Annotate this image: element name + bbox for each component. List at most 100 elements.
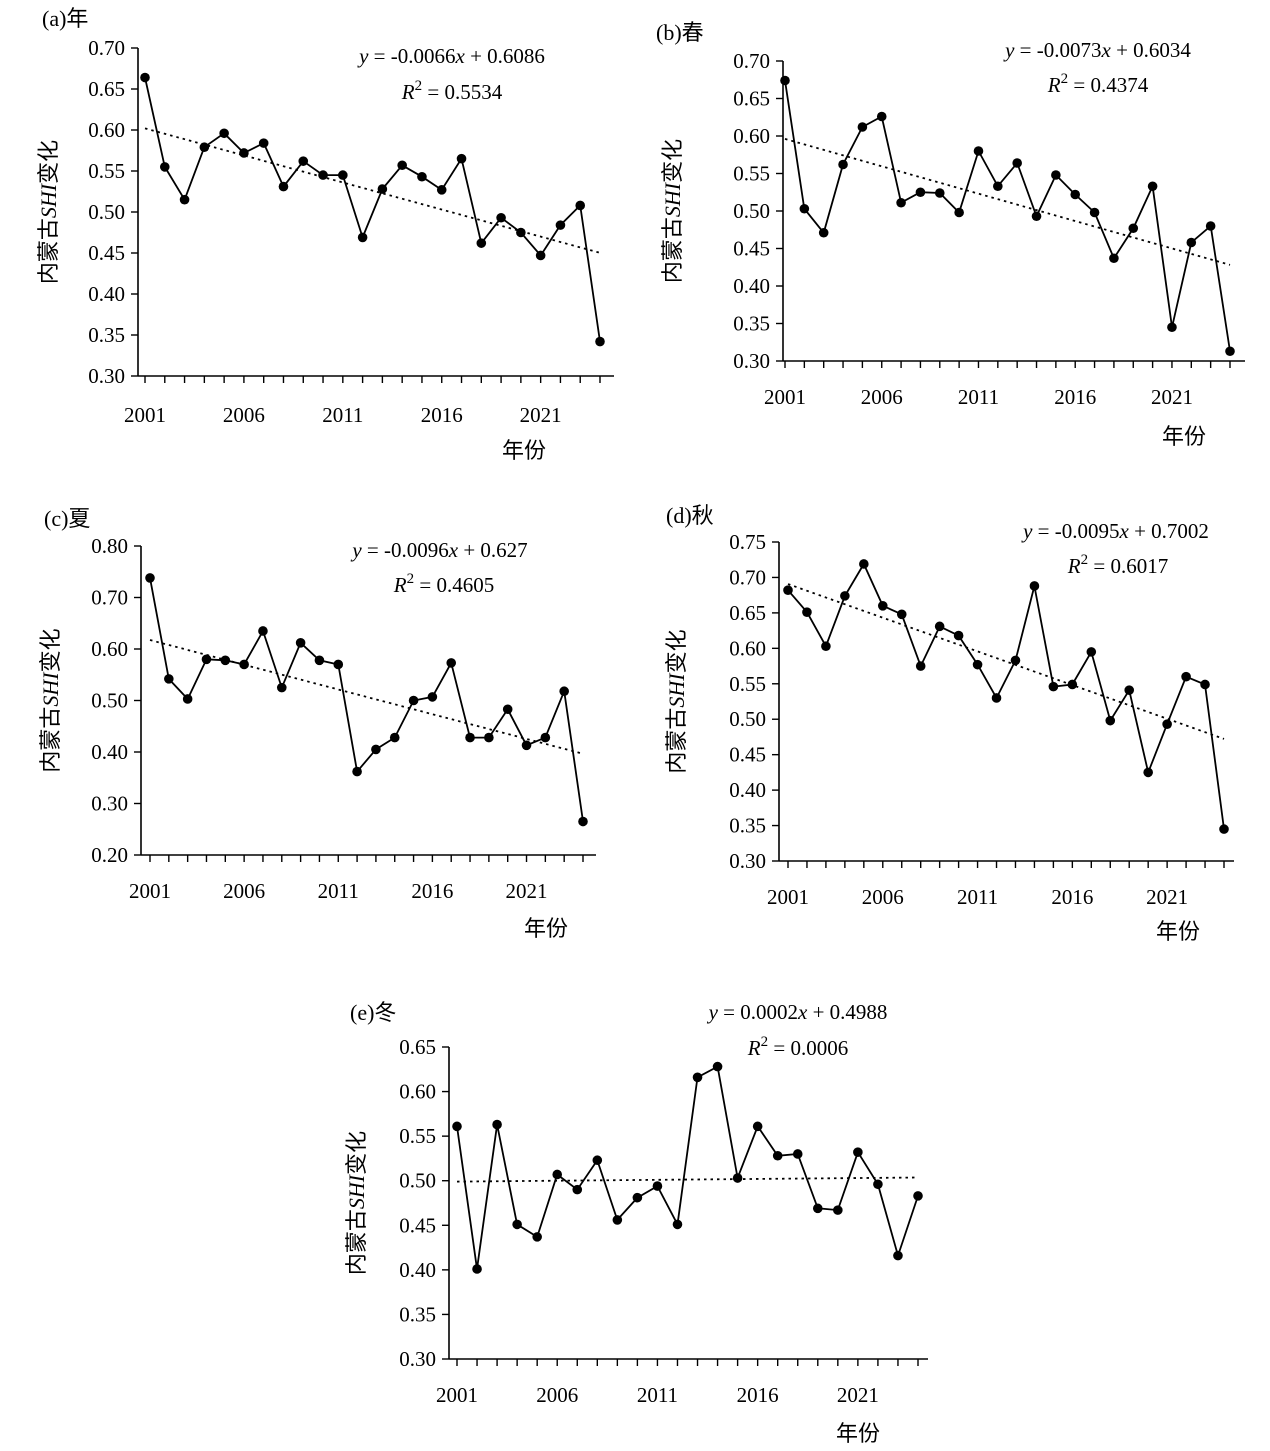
x-tick-label: 2011: [322, 403, 363, 427]
chart-panel: 0.70 0.65 0.60 0.55 0.50 0.45 0.40 0.35 0.30 2001…: [656, 20, 1245, 449]
trend-line: [787, 583, 1225, 740]
x-tick-label: 2011: [637, 1383, 678, 1407]
data-point: [991, 693, 1002, 703]
trend-line: [149, 639, 584, 755]
panel-label: (a)年: [42, 6, 88, 31]
data-point: [1181, 671, 1191, 682]
x-tick-label: 2021: [506, 879, 548, 903]
data-point: [1109, 253, 1119, 264]
data-point: [1070, 189, 1081, 200]
y-tick-label: 0.50: [88, 200, 125, 224]
data-point: [164, 674, 174, 684]
data-point: [1010, 655, 1021, 666]
data-point: [1051, 170, 1061, 180]
series-line: [149, 577, 584, 822]
y-tick-label: 0.45: [399, 1213, 436, 1237]
y-tick-label: 0.70: [733, 49, 770, 73]
data-point: [893, 1250, 903, 1261]
data-point: [552, 1169, 563, 1180]
x-tick-label: 2011: [318, 879, 359, 903]
data-point: [821, 641, 831, 652]
data-point: [408, 695, 419, 706]
data-point: [352, 766, 362, 777]
data-point: [333, 659, 344, 670]
x-tick-label: 2021: [837, 1383, 879, 1407]
data-point: [592, 1155, 603, 1166]
data-point: [833, 1205, 843, 1215]
x-tick-label: 2016: [1054, 385, 1096, 409]
trend-line: [456, 1176, 919, 1183]
y-tick-label: 0.75: [729, 530, 766, 554]
data-point: [838, 159, 848, 170]
data-point: [555, 220, 566, 230]
data-point: [298, 156, 309, 166]
y-tick-label: 0.35: [729, 814, 766, 838]
data-point: [812, 1203, 823, 1214]
data-point: [915, 661, 926, 671]
data-point: [772, 1150, 783, 1161]
data-point: [652, 1181, 663, 1191]
x-tick-label: 2001: [764, 385, 806, 409]
trend-line: [144, 127, 601, 254]
y-tick-label: 0.35: [733, 312, 770, 336]
x-axis-label: 年份: [1162, 424, 1206, 449]
data-point: [877, 601, 888, 611]
data-point: [512, 1219, 522, 1230]
data-point: [338, 170, 348, 180]
data-point: [456, 153, 467, 164]
y-tick-label: 0.40: [399, 1258, 436, 1282]
y-tick-label: 0.65: [399, 1035, 436, 1059]
y-tick-label: 0.30: [91, 792, 128, 816]
y-tick-label: 0.40: [733, 274, 770, 298]
r-squared: R2 = 0.6017: [1067, 552, 1168, 578]
series-line: [456, 1065, 919, 1270]
data-point: [572, 1184, 583, 1195]
data-point: [1124, 685, 1135, 695]
y-tick-label: 0.70: [91, 586, 128, 610]
data-point: [1162, 719, 1172, 729]
data-point: [1086, 647, 1097, 657]
x-axis-label: 年份: [1156, 919, 1200, 944]
regression-equation: y = -0.0095x + 0.7002: [1021, 519, 1209, 543]
x-axis-label: 年份: [502, 438, 546, 463]
regression-equation: y = -0.0073x + 0.6034: [1003, 38, 1191, 62]
y-tick-label: 0.45: [729, 743, 766, 767]
y-tick-label: 0.55: [88, 159, 125, 183]
data-point: [239, 659, 249, 670]
x-tick-label: 2006: [223, 879, 265, 903]
data-point: [1186, 237, 1197, 248]
data-point: [521, 740, 532, 751]
x-tick-label: 2021: [1151, 385, 1193, 409]
x-tick-label: 2011: [957, 885, 998, 909]
data-point: [993, 181, 1003, 192]
r-squared: R2 = 0.5534: [401, 78, 503, 104]
panel-label: (b)春: [656, 20, 704, 45]
data-point: [427, 692, 438, 702]
data-point: [278, 181, 289, 192]
data-point: [1219, 824, 1229, 834]
data-point: [472, 1264, 482, 1274]
data-point: [258, 626, 268, 636]
y-axis-label: 内蒙古SHI变化: [660, 139, 685, 283]
data-point: [1105, 715, 1116, 726]
data-point: [802, 607, 812, 617]
y-tick-label: 0.60: [399, 1080, 436, 1104]
y-tick-label: 0.70: [88, 36, 125, 60]
x-tick-label: 2001: [124, 403, 166, 427]
data-point: [575, 200, 586, 211]
data-point: [1143, 767, 1153, 778]
y-tick-label: 0.40: [88, 282, 125, 306]
data-point: [954, 207, 964, 218]
data-point: [145, 573, 155, 583]
y-tick-label: 0.50: [733, 199, 770, 223]
data-point: [540, 732, 551, 743]
panel-label: (d)秋: [666, 503, 714, 528]
data-point: [532, 1232, 542, 1242]
data-point: [179, 194, 190, 205]
data-point: [857, 122, 868, 132]
x-tick-label: 2021: [1146, 885, 1188, 909]
series-line: [787, 562, 1225, 830]
data-point: [692, 1072, 703, 1083]
data-point: [159, 162, 170, 172]
